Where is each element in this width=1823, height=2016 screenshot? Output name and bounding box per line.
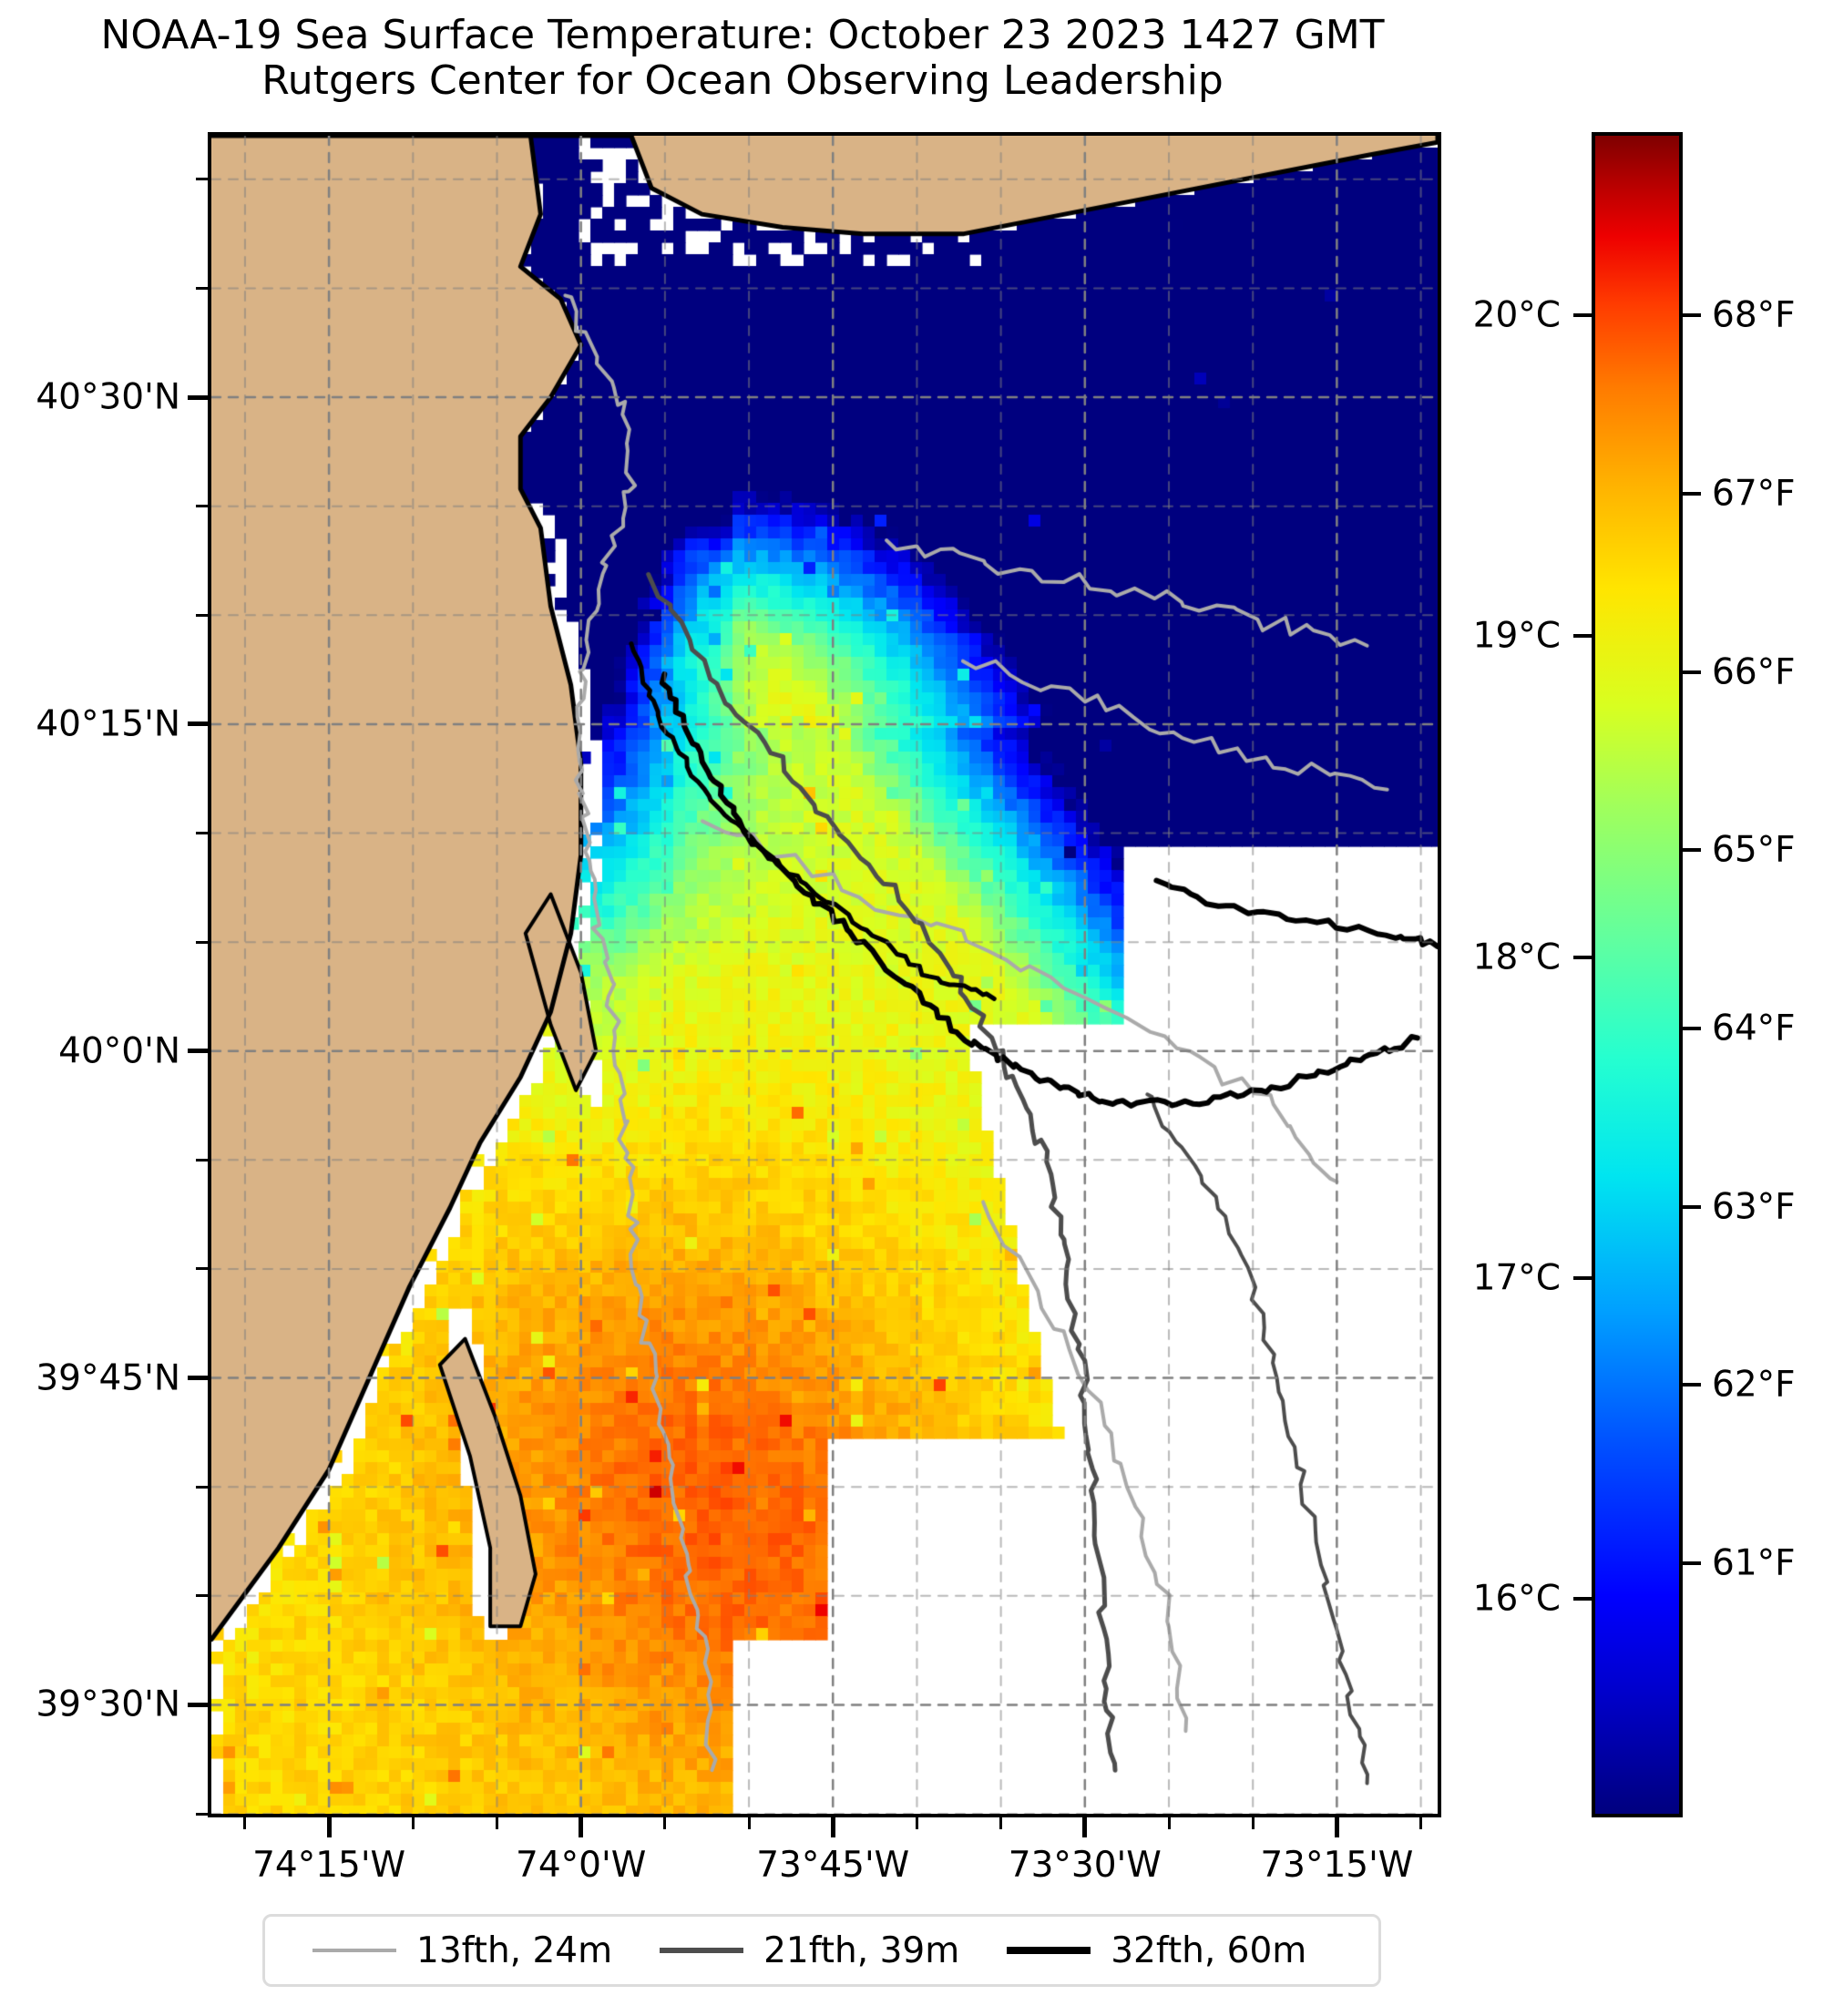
x-tick-minor xyxy=(496,1817,499,1829)
sst-raster xyxy=(211,136,1438,1814)
y-tick-minor xyxy=(196,1267,208,1271)
colorbar-tick-f-7 xyxy=(1683,313,1701,318)
colorbar-label-c-2: 18°C xyxy=(1472,936,1561,978)
colorbar-tick-f-0 xyxy=(1683,1561,1701,1565)
x-axis-label-3: 73°30'W xyxy=(1008,1845,1162,1886)
y-axis-label-2: 40°0'N xyxy=(58,1030,180,1072)
x-tick-major xyxy=(1334,1817,1339,1837)
y-axis-label-4: 39°30'N xyxy=(36,1683,180,1725)
sst-colorbar[interactable] xyxy=(1592,132,1683,1817)
x-tick-major xyxy=(830,1817,835,1837)
y-axis-label-3: 39°45'N xyxy=(36,1357,180,1399)
colorbar-label-f-5: 66°F xyxy=(1712,651,1796,693)
colorbar-label-c-3: 19°C xyxy=(1472,615,1561,657)
y-tick-minor xyxy=(196,613,208,617)
colorbar-label-c-1: 17°C xyxy=(1472,1257,1561,1299)
y-axis-label-1: 40°15'N xyxy=(36,703,180,745)
x-axis-label-4: 73°15'W xyxy=(1260,1845,1414,1886)
y-axis-label-0: 40°30'N xyxy=(36,376,180,418)
x-tick-minor xyxy=(1251,1817,1255,1829)
legend-line-swatch-1 xyxy=(660,1948,744,1953)
colorbar-tick-f-5 xyxy=(1683,670,1701,674)
colorbar-label-f-7: 68°F xyxy=(1712,294,1796,336)
x-tick-minor xyxy=(243,1817,247,1829)
chart-title: NOAA-19 Sea Surface Temperature: October… xyxy=(0,12,1485,105)
colorbar-tick-c-4 xyxy=(1573,313,1592,318)
colorbar-tick-c-0 xyxy=(1573,1597,1592,1602)
legend-label-0: 13fth, 24m xyxy=(416,1929,613,1971)
legend-entry-1: 21fth, 39m xyxy=(660,1930,959,1971)
colorbar-label-c-4: 20°C xyxy=(1472,294,1561,336)
y-tick-major xyxy=(188,1049,208,1054)
x-tick-minor xyxy=(663,1817,667,1829)
legend-line-swatch-2 xyxy=(1007,1947,1091,1954)
y-tick-minor xyxy=(196,286,208,290)
depth-contour-legend: 13fth, 24m 21fth, 39m 32fth, 60m xyxy=(262,1914,1381,1987)
colorbar-label-f-6: 67°F xyxy=(1712,473,1796,515)
colorbar-tick-f-2 xyxy=(1683,1204,1701,1209)
y-tick-minor xyxy=(196,1594,208,1598)
colorbar-label-f-2: 63°F xyxy=(1712,1186,1796,1228)
y-tick-minor xyxy=(196,178,208,181)
y-tick-minor xyxy=(196,1158,208,1162)
x-tick-major xyxy=(579,1817,584,1837)
colorbar-tick-f-3 xyxy=(1683,1026,1701,1030)
colorbar-label-f-4: 65°F xyxy=(1712,829,1796,871)
y-tick-minor xyxy=(196,940,208,944)
y-tick-major xyxy=(188,1376,208,1381)
colorbar-tick-c-2 xyxy=(1573,955,1592,959)
legend-entry-0: 13fth, 24m xyxy=(312,1930,612,1971)
y-tick-minor xyxy=(196,1812,208,1816)
y-tick-minor xyxy=(196,1485,208,1489)
legend-line-swatch-0 xyxy=(312,1949,396,1952)
x-tick-minor xyxy=(999,1817,1003,1829)
x-tick-minor xyxy=(1167,1817,1171,1829)
x-tick-minor xyxy=(1419,1817,1423,1829)
colorbar-tick-f-1 xyxy=(1683,1383,1701,1387)
x-tick-major xyxy=(1082,1817,1088,1837)
y-tick-major xyxy=(188,394,208,400)
x-tick-minor xyxy=(411,1817,415,1829)
y-tick-major xyxy=(188,721,208,727)
colorbar-tick-c-1 xyxy=(1573,1275,1592,1280)
colorbar-label-f-3: 64°F xyxy=(1712,1008,1796,1049)
x-axis-label-2: 73°45'W xyxy=(756,1845,910,1886)
y-tick-minor xyxy=(196,832,208,835)
x-tick-major xyxy=(326,1817,332,1837)
title-line-1: NOAA-19 Sea Surface Temperature: October… xyxy=(100,12,1385,58)
legend-entry-2: 32fth, 60m xyxy=(1007,1930,1306,1971)
colorbar-label-c-0: 16°C xyxy=(1472,1578,1561,1620)
x-axis-label-0: 74°15'W xyxy=(252,1845,406,1886)
colorbar-tick-c-3 xyxy=(1573,634,1592,639)
legend-label-2: 32fth, 60m xyxy=(1111,1929,1307,1971)
sst-map-plot[interactable] xyxy=(208,132,1441,1817)
y-tick-major xyxy=(188,1702,208,1707)
title-line-2: Rutgers Center for Ocean Observing Leade… xyxy=(261,57,1224,105)
colorbar-tick-f-6 xyxy=(1683,491,1701,496)
x-axis-label-1: 74°0'W xyxy=(516,1845,647,1886)
legend-label-1: 21fth, 39m xyxy=(763,1929,960,1971)
y-tick-minor xyxy=(196,505,208,508)
colorbar-tick-f-4 xyxy=(1683,848,1701,853)
colorbar-label-f-1: 62°F xyxy=(1712,1364,1796,1406)
colorbar-label-f-0: 61°F xyxy=(1712,1542,1796,1584)
x-tick-minor xyxy=(915,1817,918,1829)
x-tick-minor xyxy=(747,1817,751,1829)
